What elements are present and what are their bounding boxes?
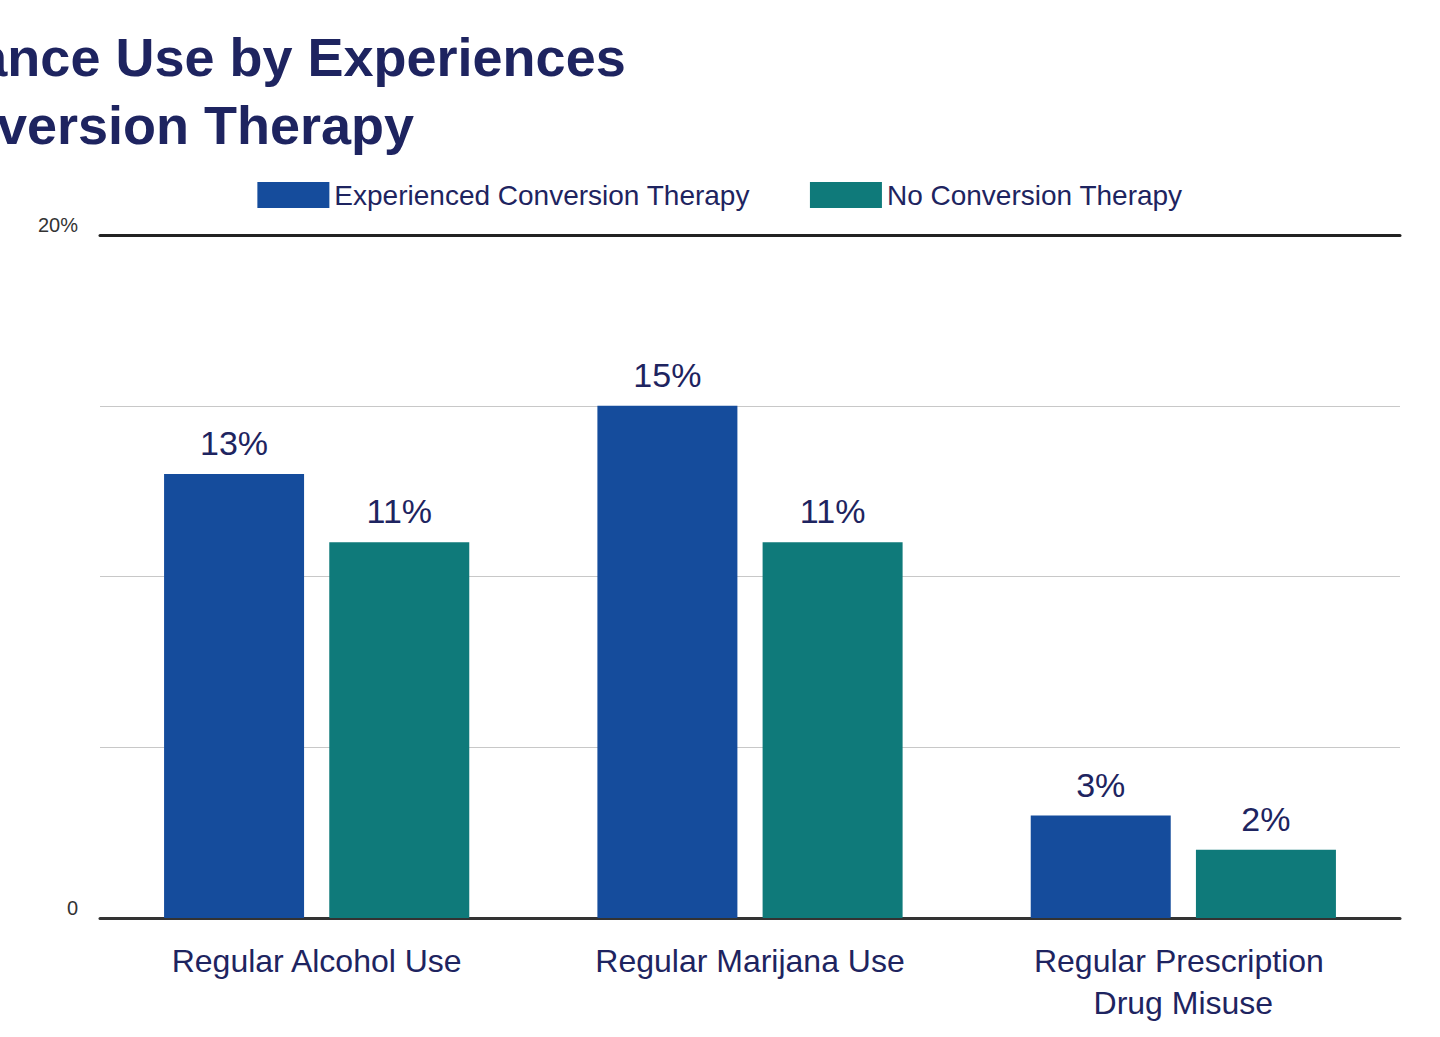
svg-text:0: 0 — [67, 897, 78, 919]
svg-text:Experienced Conversion Therapy: Experienced Conversion Therapy — [334, 180, 749, 211]
svg-text:of Conversion Therapy: of Conversion Therapy — [0, 95, 414, 155]
svg-text:Regular Marijana Use: Regular Marijana Use — [595, 943, 904, 979]
svg-text:11%: 11% — [800, 492, 866, 530]
svg-text:3%: 3% — [1076, 766, 1125, 804]
svg-text:13%: 13% — [200, 424, 268, 462]
svg-text:20%: 20% — [38, 214, 78, 236]
svg-text:15%: 15% — [633, 356, 701, 394]
svg-text:11%: 11% — [367, 492, 433, 530]
svg-text:No Conversion Therapy: No Conversion Therapy — [887, 180, 1182, 211]
svg-text:Regular Prescription: Regular Prescription — [1034, 943, 1333, 979]
svg-text:Drug Misuse: Drug Misuse — [1094, 985, 1274, 1021]
svg-text:Rates of Substance Use by Expe: Rates of Substance Use by Experiences — [0, 27, 641, 87]
svg-text:Regular Alcohol Use: Regular Alcohol Use — [172, 943, 462, 979]
svg-text:2%: 2% — [1241, 800, 1290, 838]
